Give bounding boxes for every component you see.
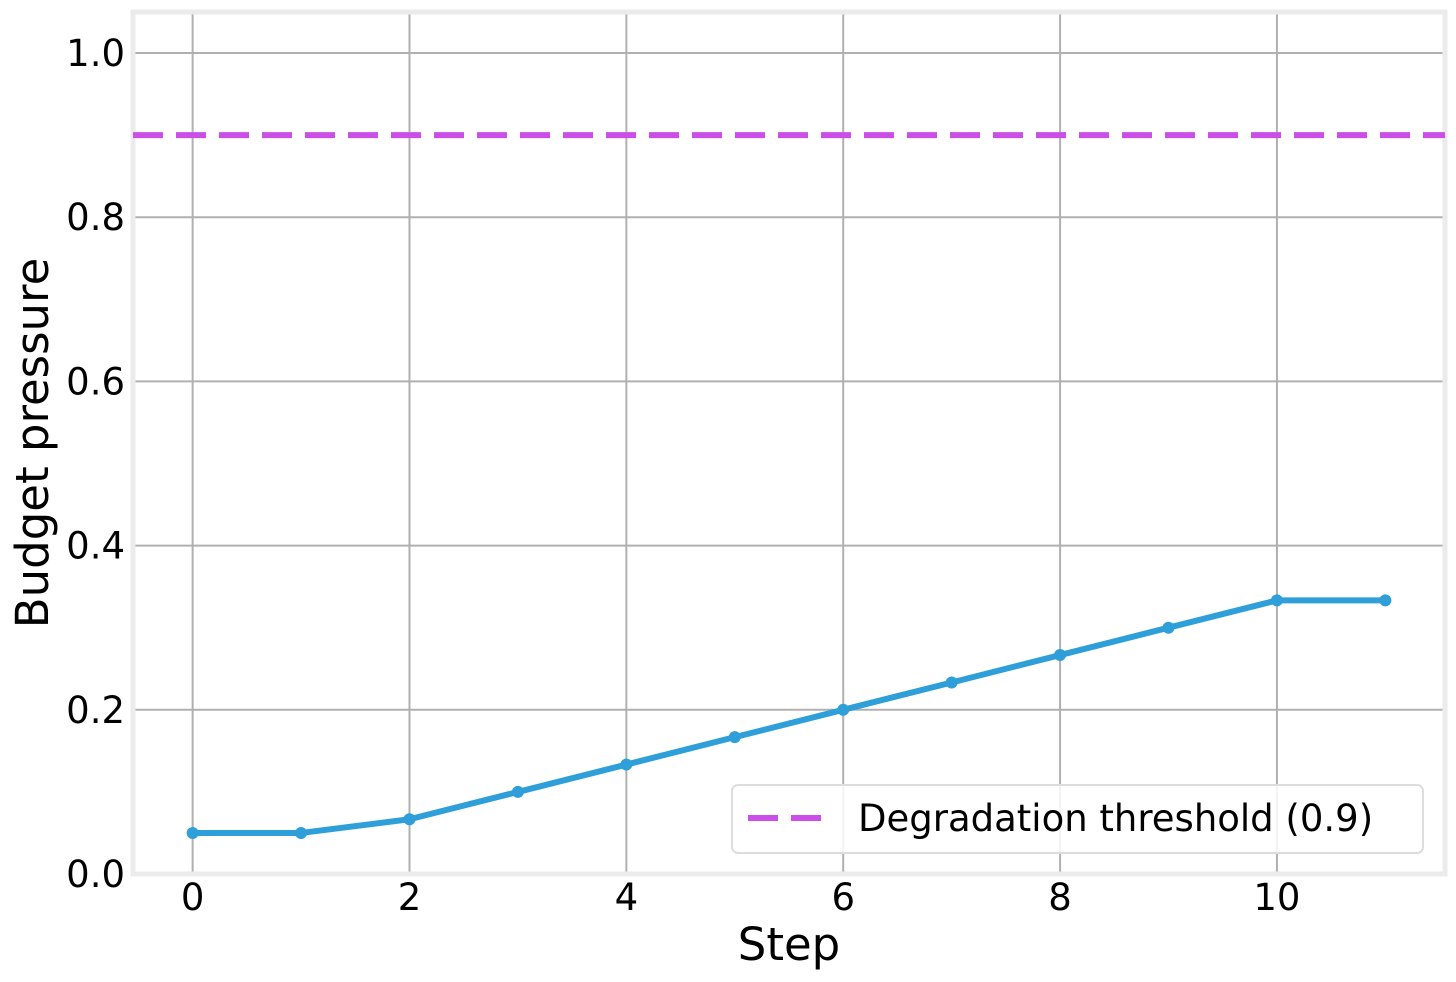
data-point xyxy=(186,826,199,839)
data-point xyxy=(1379,594,1392,607)
data-point xyxy=(1162,621,1175,634)
x-tick-label: 2 xyxy=(398,876,422,919)
x-axis-label: Step xyxy=(738,918,840,971)
data-point xyxy=(511,785,524,798)
x-tick-label: 8 xyxy=(1048,876,1072,919)
data-point xyxy=(945,676,958,689)
y-tick-label: 0.2 xyxy=(66,689,125,732)
y-tick-label: 1.0 xyxy=(66,32,125,75)
legend-box xyxy=(731,784,1424,854)
x-tick-label: 10 xyxy=(1253,876,1300,919)
data-point xyxy=(620,758,633,771)
x-tick-label: 6 xyxy=(831,876,855,919)
data-point xyxy=(1270,594,1283,607)
legend-label: Degradation threshold (0.9) xyxy=(858,797,1373,840)
data-point xyxy=(1054,649,1067,662)
y-tick-label: 0.8 xyxy=(66,196,125,239)
plot-frame xyxy=(130,9,1448,877)
data-line xyxy=(192,597,1386,836)
data-point xyxy=(403,813,416,826)
data-point xyxy=(837,703,850,716)
y-tick-label: 0.0 xyxy=(66,853,125,896)
y-tick-label: 0.4 xyxy=(66,525,125,568)
data-point xyxy=(728,731,741,744)
x-tick-label: 4 xyxy=(615,876,639,919)
data-point xyxy=(295,826,308,839)
y-tick-label: 0.6 xyxy=(66,360,125,403)
x-tick-label: 0 xyxy=(181,876,205,919)
y-axis-label: Budget pressure xyxy=(6,258,59,629)
